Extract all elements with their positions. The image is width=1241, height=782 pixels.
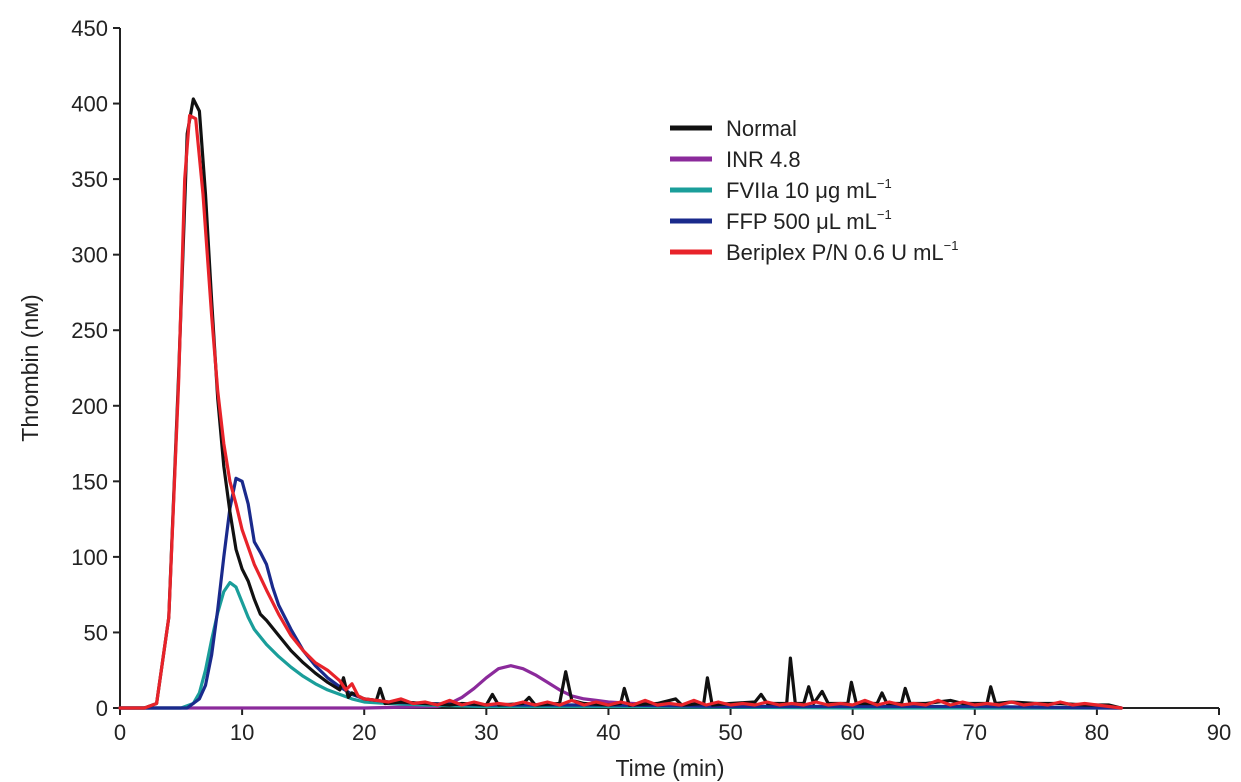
y-tick-label: 250 — [71, 318, 108, 343]
legend-label-text: FVIIa 10 μg mL — [726, 178, 877, 203]
legend-label: FVIIa 10 μg mL−1 — [726, 176, 892, 203]
x-tick-label: 40 — [596, 720, 620, 745]
legend-label: INR 4.8 — [726, 147, 801, 172]
y-ticks: 0 50 100 150 200 250 300 350 400 450 — [71, 16, 120, 721]
series-line-0 — [118, 97, 1123, 710]
series-line-2 — [118, 581, 1123, 710]
series-line-4 — [118, 114, 1123, 710]
legend-label: Beriplex P/N 0.6 U mL−1 — [726, 238, 958, 265]
legend-label-superscript: −1 — [877, 176, 892, 191]
legend-label-superscript: −1 — [877, 207, 892, 222]
x-tick-label: 90 — [1207, 720, 1231, 745]
x-tick-label: 30 — [474, 720, 498, 745]
y-tick-label: 300 — [71, 243, 108, 268]
y-tick-label: 450 — [71, 16, 108, 41]
x-axis-title: Time (min) — [615, 755, 724, 781]
y-tick-label: 200 — [71, 394, 108, 419]
y-axis-title: Thrombin (nм) — [17, 294, 43, 441]
legend-label-superscript: −1 — [944, 238, 959, 253]
y-tick-label: 400 — [71, 92, 108, 117]
x-tick-label: 0 — [114, 720, 126, 745]
legend-label-text: FFP 500 μL mL — [726, 209, 877, 234]
legend-label-text: Beriplex P/N 0.6 U mL — [726, 240, 944, 265]
series-line-3 — [118, 476, 1123, 710]
y-tick-label: 350 — [71, 167, 108, 192]
x-tick-label: 80 — [1085, 720, 1109, 745]
x-tick-label: 10 — [230, 720, 254, 745]
legend-label-text: Normal — [726, 116, 797, 141]
axes: 0 10 20 30 40 50 60 70 80 90 0 50 100 150 200 250 300 35… — [71, 16, 1231, 745]
y-tick-label: 100 — [71, 545, 108, 570]
series-group — [118, 97, 1123, 710]
x-ticks: 0 10 20 30 40 50 60 70 80 90 — [114, 708, 1231, 745]
legend-label: Normal — [726, 116, 797, 141]
y-tick-label: 0 — [96, 696, 108, 721]
legend-label-text: INR 4.8 — [726, 147, 801, 172]
x-tick-label: 50 — [718, 720, 742, 745]
legend-label: FFP 500 μL mL−1 — [726, 207, 892, 234]
x-tick-label: 60 — [840, 720, 864, 745]
x-tick-label: 70 — [963, 720, 987, 745]
y-tick-label: 150 — [71, 469, 108, 494]
x-tick-label: 20 — [352, 720, 376, 745]
y-tick-label: 50 — [84, 620, 108, 645]
